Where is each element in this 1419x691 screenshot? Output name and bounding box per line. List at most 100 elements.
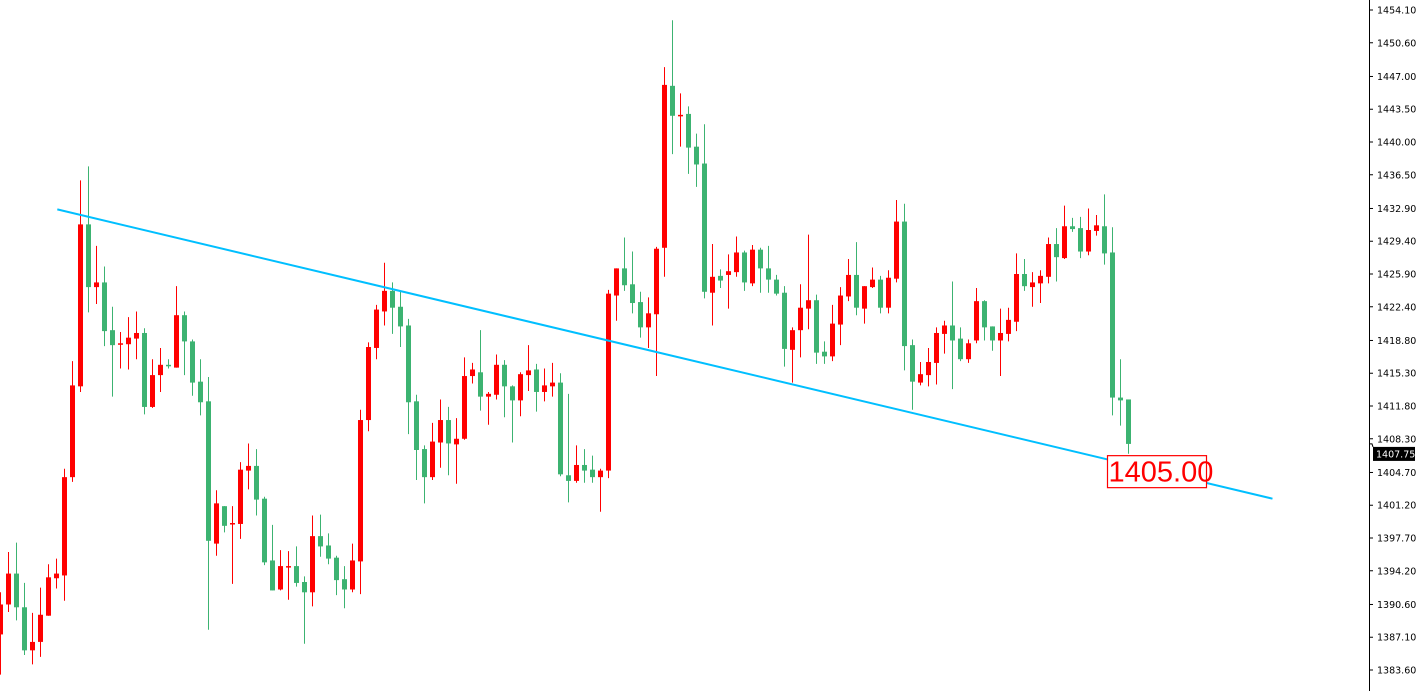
candle — [662, 67, 667, 277]
candle-body — [214, 503, 219, 544]
candle-body — [246, 465, 251, 471]
candle-body — [590, 469, 595, 478]
candle-body — [534, 369, 539, 392]
candle — [470, 362, 475, 384]
candle-body — [854, 274, 859, 308]
candle — [446, 406, 451, 476]
candle — [686, 106, 691, 174]
price-axis[interactable]: 1454.10 1450.60 1447.00 1443.50 1440.00 1436.… — [1369, 0, 1419, 691]
candle — [126, 317, 131, 370]
candle-body — [718, 275, 723, 281]
candle — [558, 373, 563, 477]
tick-label: 1415.30 — [1377, 369, 1416, 380]
tick-label: 1450.60 — [1377, 38, 1416, 49]
candle-body — [278, 566, 283, 590]
candle-body — [726, 271, 731, 275]
candle-body — [142, 332, 147, 407]
candle — [678, 93, 683, 147]
candle-body — [1014, 274, 1019, 322]
candle-body — [654, 248, 659, 315]
candle-body — [1118, 397, 1123, 401]
candle — [382, 262, 387, 326]
candle-body — [454, 438, 459, 445]
candle-body — [734, 252, 739, 273]
candle-body — [222, 506, 227, 526]
candle-body — [790, 330, 795, 350]
candle — [654, 246, 659, 377]
candle — [1046, 237, 1051, 284]
candle — [598, 468, 603, 512]
tick-label: 1425.90 — [1377, 270, 1416, 281]
candle — [846, 259, 851, 302]
candle-body — [942, 325, 947, 334]
candle — [566, 393, 571, 503]
candle — [974, 288, 979, 344]
candle-body — [742, 252, 747, 283]
candle — [870, 267, 875, 289]
candle-body — [934, 332, 939, 363]
candle-body — [1062, 226, 1067, 259]
candle-body — [334, 557, 339, 581]
candle — [318, 514, 323, 557]
candle-body — [118, 343, 123, 345]
candle — [910, 339, 915, 410]
candle-body — [630, 284, 635, 304]
candle-body — [206, 401, 211, 541]
candle-body — [494, 364, 499, 395]
candle — [934, 327, 939, 385]
candle-body — [1078, 228, 1083, 252]
candle — [550, 362, 555, 397]
candle-body — [182, 315, 187, 342]
candle-body — [86, 224, 91, 288]
candle-body — [918, 374, 923, 383]
candle — [1110, 227, 1115, 416]
candle — [142, 328, 147, 415]
price-alert-text: 1405.00 — [1109, 457, 1214, 489]
candle — [94, 245, 99, 304]
candle — [886, 270, 891, 314]
tick-label: 1387.10 — [1377, 633, 1416, 644]
candle — [454, 418, 459, 484]
candle-body — [1030, 282, 1035, 288]
candle-body — [870, 279, 875, 288]
candle-body — [958, 338, 963, 360]
candle — [742, 250, 747, 291]
current-price-text: 1407.75 — [1376, 449, 1415, 460]
candle-body — [422, 449, 427, 478]
candle — [46, 564, 51, 616]
candle — [990, 326, 995, 351]
tick-label: 1418.80 — [1377, 336, 1416, 347]
candle-body — [1126, 399, 1131, 444]
candle — [590, 455, 595, 483]
candle-body — [150, 375, 155, 407]
candle — [726, 254, 731, 309]
candle-body — [254, 465, 259, 500]
candle-body — [406, 325, 411, 403]
candle-body — [1070, 226, 1075, 230]
trendline[interactable] — [57, 208, 1273, 500]
price-axis-ticks: 1454.10 1450.60 1447.00 1443.50 1440.00 1436.… — [1369, 6, 1416, 677]
price-alert-label[interactable]: 1405.00 — [1106, 455, 1214, 489]
candle-body — [670, 85, 675, 116]
price-axis-background — [1369, 0, 1419, 691]
candle — [110, 306, 115, 397]
candle — [1102, 194, 1107, 265]
candle — [118, 332, 123, 369]
current-price-marker: 1407.75 — [1369, 443, 1415, 461]
candle — [926, 347, 931, 387]
candle — [6, 552, 11, 612]
candle-body — [54, 573, 59, 579]
candle — [38, 587, 43, 657]
candle — [1070, 217, 1075, 232]
candle-body — [230, 523, 235, 525]
candle-body — [1094, 225, 1099, 231]
candle — [406, 318, 411, 435]
candle — [766, 245, 771, 293]
candle — [374, 304, 379, 360]
candle-body — [766, 268, 771, 280]
candle — [958, 327, 963, 362]
candle-body — [798, 307, 803, 331]
tick-label: 1401.20 — [1377, 501, 1416, 512]
tick-label: 1454.10 — [1377, 6, 1416, 17]
